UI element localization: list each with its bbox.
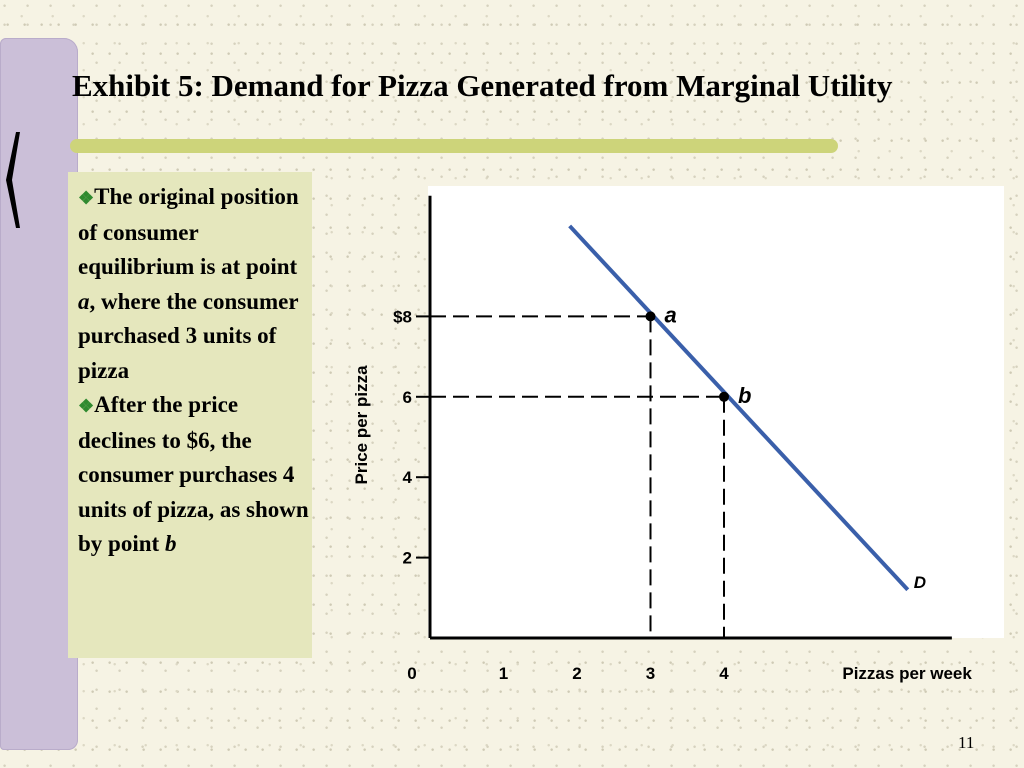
bracket-decoration: [6, 132, 20, 228]
demand-label: D: [914, 573, 926, 592]
bullet-1-tail: , where the consumer purchased 3 units o…: [78, 288, 299, 383]
diamond-bullet-icon: ❖: [78, 396, 95, 416]
y-tick-label: 4: [403, 468, 413, 487]
page-number: 11: [958, 733, 975, 752]
x-tick-label: 0: [407, 664, 416, 683]
bullet-item-1: ❖The original position of consumer equil…: [78, 180, 312, 388]
y-axis-label: Price per pizza: [352, 365, 371, 485]
y-tick-label: $8: [393, 307, 412, 326]
bullet-2-text: After the price declines to $6, the cons…: [78, 392, 309, 556]
diamond-bullet-icon: ❖: [78, 188, 95, 208]
bullet-list: ❖The original position of consumer equil…: [68, 172, 312, 562]
x-tick-label: 2: [572, 664, 581, 683]
y-tick-label: 6: [403, 388, 412, 407]
text-panel: ❖The original position of consumer equil…: [68, 172, 312, 658]
x-tick-label: 4: [719, 664, 729, 683]
point-label-b: b: [738, 383, 751, 408]
demand-line: [568, 224, 910, 592]
slide-title: Exhibit 5: Demand for Pizza Generated fr…: [72, 68, 893, 103]
bullet-2-point: b: [164, 531, 177, 556]
point-b: [719, 391, 729, 402]
x-tick-label: 1: [499, 664, 508, 683]
x-axis-label: Pizzas per week: [842, 664, 972, 683]
demand-chart: 2 4 6 $8 0 1 2 3 4 Pizzas per week Price per pizza…: [352, 195, 972, 683]
title-accent-bar: [70, 139, 838, 153]
point-a: [645, 311, 656, 322]
point-label-a: a: [665, 302, 677, 327]
bullet-1-point: a: [78, 288, 90, 314]
x-tick-label: 3: [646, 664, 655, 683]
bullet-1-text: The original position of consumer equili…: [78, 184, 299, 279]
bullet-item-2: ❖After the price declines to $6, the con…: [78, 388, 312, 562]
plot-background: [428, 186, 1004, 638]
y-tick-label: 2: [403, 549, 412, 568]
